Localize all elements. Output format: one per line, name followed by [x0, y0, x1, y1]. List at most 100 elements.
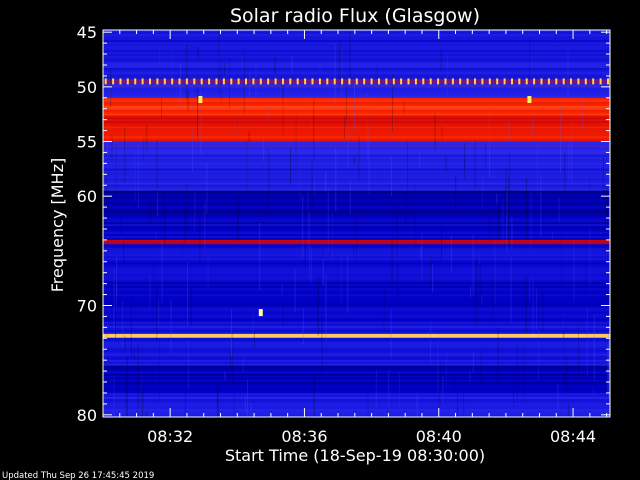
spike-mark — [533, 78, 536, 85]
spike-mark — [525, 78, 528, 85]
intensity-band — [103, 190, 610, 219]
spike-mark — [245, 78, 247, 85]
spike-mark — [496, 78, 499, 85]
periodic-spikes — [104, 78, 609, 85]
spike-mark — [119, 78, 122, 85]
spike-mark — [267, 78, 270, 85]
plot-frame — [102, 29, 611, 418]
spike-mark — [607, 78, 609, 85]
spike-mark — [592, 78, 595, 85]
bright-spots — [198, 96, 532, 317]
spike-mark — [511, 78, 513, 85]
spike-mark — [141, 78, 144, 85]
spike-mark — [363, 78, 366, 85]
spike-mark — [518, 78, 521, 85]
y-tick-label: 80 — [77, 406, 97, 425]
intensity-band — [103, 218, 610, 241]
intensity-band — [103, 141, 610, 155]
spike-mark — [282, 78, 284, 85]
spike-mark — [503, 78, 506, 85]
intensity-band — [103, 154, 610, 192]
intensity-band — [103, 244, 610, 279]
spike-mark — [407, 78, 410, 85]
spike-mark — [378, 78, 380, 85]
spike-mark — [126, 78, 129, 85]
bright-spot — [527, 96, 532, 103]
spike-mark — [208, 78, 211, 85]
spike-mark — [112, 78, 115, 85]
spike-mark — [318, 78, 321, 85]
y-tick-label: 60 — [77, 187, 97, 206]
x-tick-label: 08:36 — [281, 427, 327, 446]
x-tick-label: 08:44 — [550, 427, 596, 446]
y-tick-label: 55 — [77, 133, 97, 152]
noise-texture — [103, 30, 609, 417]
spike-mark — [444, 78, 447, 85]
spike-mark — [304, 78, 307, 85]
x-tick-label: 08:32 — [147, 427, 193, 446]
x-tick-label: 08:40 — [416, 427, 462, 446]
spike-mark — [555, 78, 558, 85]
x-axis-label: Start Time (18-Sep-19 08:30:00) — [225, 446, 485, 465]
updated-timestamp: Updated Thu Sep 26 17:45:45 2019 — [2, 471, 154, 480]
spike-mark — [474, 78, 476, 85]
spike-mark — [222, 78, 225, 85]
spike-mark — [370, 78, 373, 85]
spike-mark — [230, 78, 233, 85]
spike-mark — [200, 78, 203, 85]
spike-mark — [459, 78, 462, 85]
spike-mark — [156, 78, 159, 85]
intensity-bands — [103, 30, 610, 418]
intensity-band — [103, 321, 610, 335]
spike-mark — [134, 78, 137, 85]
intensity-band — [103, 83, 610, 99]
spike-mark — [451, 78, 454, 85]
spike-mark — [149, 78, 151, 85]
y-tick-label: 45 — [77, 23, 97, 42]
spike-mark — [311, 78, 314, 85]
spike-mark — [488, 78, 491, 85]
y-axis: 45 50 55 60 70 80 — [77, 23, 610, 425]
spike-mark — [171, 78, 174, 85]
spike-mark — [193, 78, 196, 85]
spike-mark — [540, 78, 543, 85]
spike-mark — [289, 78, 292, 85]
spike-mark — [422, 78, 425, 85]
spike-mark — [392, 78, 395, 85]
y-axis-label: Frequency [MHz] — [48, 158, 67, 292]
spike-mark — [437, 78, 440, 85]
spike-mark — [466, 78, 469, 85]
chart-title: Solar radio Flux (Glasgow) — [230, 5, 480, 27]
intensity-band — [103, 126, 610, 142]
spike-mark — [429, 78, 432, 85]
spike-mark — [104, 78, 107, 85]
intensity-band — [103, 54, 610, 80]
spike-mark — [274, 78, 277, 85]
spike-mark — [481, 78, 484, 85]
y-tick-label: 50 — [77, 78, 97, 97]
spike-mark — [259, 78, 262, 85]
intensity-band — [103, 115, 610, 127]
intensity-band — [103, 337, 610, 366]
spike-mark — [326, 78, 329, 85]
spectrogram-plot — [102, 29, 611, 418]
spike-mark — [599, 78, 602, 85]
spike-mark — [570, 78, 572, 85]
spike-mark — [296, 78, 299, 85]
spike-mark — [562, 78, 565, 85]
spike-mark — [584, 78, 587, 85]
intensity-band — [103, 97, 610, 116]
intensity-band — [103, 239, 610, 245]
spike-mark — [333, 78, 336, 85]
spike-mark — [547, 78, 550, 85]
bright-spot — [198, 96, 203, 103]
intensity-band — [103, 32, 610, 55]
intensity-band — [103, 392, 610, 418]
spike-mark — [400, 78, 403, 85]
spike-mark — [252, 78, 255, 85]
spike-mark — [341, 78, 344, 85]
spike-mark — [577, 78, 580, 85]
spike-mark — [185, 78, 188, 85]
spike-mark — [348, 78, 351, 85]
